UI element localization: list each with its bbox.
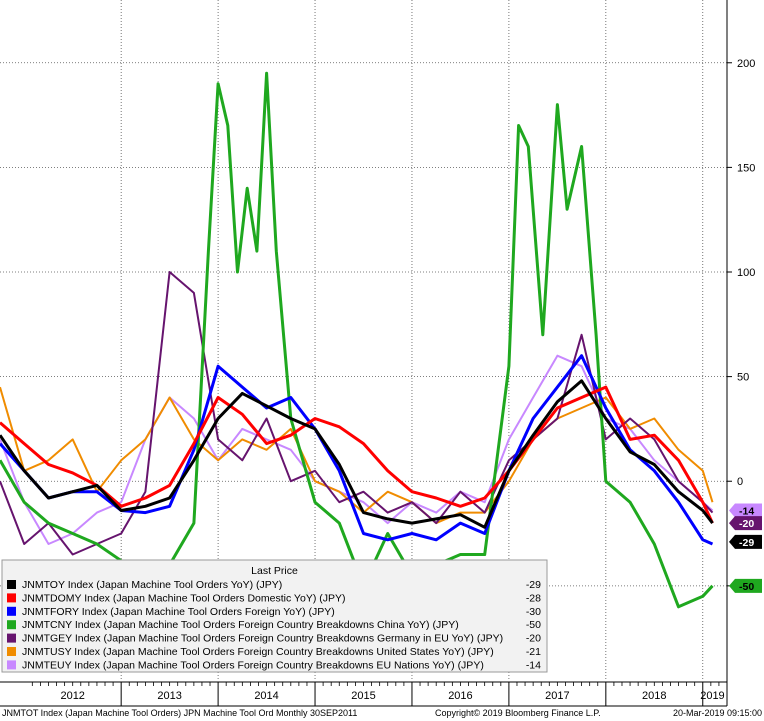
legend-entry-5: JNMTUSY Index (Japan Machine Tool Orders… [22, 646, 494, 658]
series-line-2 [0, 354, 714, 546]
y-tick-label-100: 100 [737, 267, 755, 279]
legend: Last Price JNMTOY Index (Japan Machine To… [1, 559, 548, 673]
badge-shape-1 [729, 516, 762, 531]
badge-shape-2 [729, 534, 762, 549]
y-axis: -50 0 50 100 150 200 [726, 0, 755, 706]
legend-entry-0: JNMTOY Index (Japan Machine Tool Orders … [22, 579, 282, 591]
badge-3: -50 [729, 578, 762, 593]
x-tick-label-2016: 2016 [448, 690, 472, 702]
badge-1: -20 [729, 516, 762, 531]
legend-swatch-1 [7, 593, 16, 603]
legend-value-4: -20 [526, 633, 541, 645]
badge-label-1: -20 [739, 518, 754, 530]
badge-2: -29 [729, 534, 762, 549]
footer: JNMTOT Index (Japan Machine Tool Orders)… [2, 708, 762, 718]
x-tick-label-2018: 2018 [642, 690, 666, 702]
legend-value-6: -14 [526, 659, 541, 671]
y-tick-label-0: 0 [737, 476, 743, 488]
legend-title: Last Price [251, 565, 298, 577]
y-tick-label-50: 50 [737, 372, 749, 384]
x-tick-label-2014: 2014 [254, 690, 278, 702]
legend-swatch-4 [7, 633, 16, 643]
x-tick-label-2012: 2012 [60, 690, 84, 702]
footer-copyright-text: Copyright© 2019 Bloomberg Finance L.P. [435, 708, 601, 718]
legend-swatch-6 [7, 660, 16, 670]
badge-label-0: -14 [739, 506, 754, 518]
badge-label-3: -50 [739, 581, 754, 593]
badge-0: -14 [729, 503, 762, 518]
legend-value-2: -30 [526, 606, 541, 618]
x-tick-label-2019: 2019 [700, 690, 724, 702]
legend-entry-6: JNMTEUY Index (Japan Machine Tool Orders… [22, 659, 484, 671]
badge-label-2: -29 [739, 537, 754, 549]
legend-swatch-3 [7, 620, 16, 630]
legend-entry-4: JNMTGEY Index (Japan Machine Tool Orders… [22, 633, 503, 645]
legend-swatch-5 [7, 647, 16, 656]
legend-box [1, 559, 548, 673]
x-tick-label-2015: 2015 [351, 690, 375, 702]
legend-entry-2: JNMTFORY Index (Japan Machine Tool Order… [22, 606, 335, 618]
last-value-badges: -14-20 -29 -50 [729, 503, 762, 593]
footer-left-text: JNMTOT Index (Japan Machine Tool Orders)… [2, 708, 357, 718]
x-tick-label-2017: 2017 [545, 690, 569, 702]
legend-value-1: -28 [526, 592, 541, 604]
y-tick-label-200: 200 [737, 58, 755, 70]
x-axis: 2012 2013 2014 2015 2016 2017 2018 2019 [0, 681, 728, 707]
legend-swatch-2 [7, 606, 16, 616]
series-line-1 [0, 385, 714, 524]
legend-entry-3: JNMTCNY Index (Japan Machine Tool Orders… [22, 619, 459, 631]
y-tick-label-150: 150 [737, 162, 755, 174]
badge-shape-3 [729, 578, 762, 593]
badge-shape-0 [729, 503, 762, 518]
legend-value-0: -29 [526, 579, 541, 591]
series-lines [0, 71, 714, 609]
legend-value-3: -50 [526, 619, 541, 631]
legend-swatch-0 [7, 580, 16, 589]
legend-value-5: -21 [526, 646, 541, 658]
x-tick-label-2013: 2013 [157, 690, 181, 702]
series-line-4 [0, 271, 714, 556]
legend-entry-1: JNMTDOMY Index (Japan Machine Tool Order… [22, 592, 345, 604]
series-line-0 [0, 379, 714, 529]
footer-timestamp-text: 20-Mar-2019 09:15:00 [673, 708, 762, 718]
